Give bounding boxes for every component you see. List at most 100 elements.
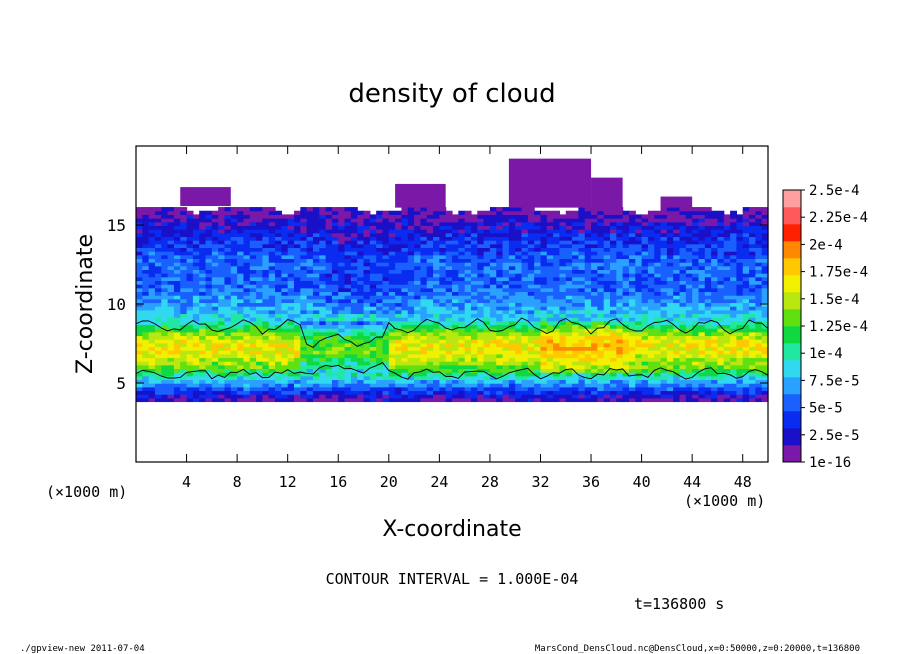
- field-cell: [464, 262, 472, 267]
- field-cell: [331, 357, 339, 362]
- field-cell: [439, 335, 447, 340]
- field-cell: [186, 247, 194, 252]
- field-cell: [742, 280, 750, 285]
- field-cell: [641, 368, 649, 373]
- field-cell: [521, 306, 529, 311]
- field-cell: [597, 357, 605, 362]
- field-cell: [692, 284, 700, 289]
- field-cell: [527, 313, 535, 318]
- field-cell: [527, 251, 535, 256]
- field-cell: [294, 339, 301, 344]
- field-cell: [641, 240, 649, 245]
- field-cell: [148, 342, 156, 348]
- field-cell: [521, 298, 529, 304]
- field-cell: [559, 361, 567, 366]
- field-cell: [426, 232, 434, 237]
- field-cell: [534, 243, 542, 248]
- field-cell: [224, 346, 232, 351]
- field-cell: [496, 232, 504, 237]
- field-cell: [452, 342, 459, 348]
- field-cell: [237, 342, 245, 348]
- field-cell: [666, 394, 674, 399]
- field-cell: [527, 280, 535, 285]
- field-cell: [445, 361, 453, 366]
- field-cell: [369, 353, 377, 359]
- field-cell: [692, 221, 700, 226]
- field-cell: [439, 313, 447, 318]
- field-cell: [249, 269, 257, 274]
- field-cell: [470, 265, 478, 271]
- field-cell: [186, 276, 194, 282]
- field-cell: [628, 229, 636, 234]
- field-cell: [186, 262, 194, 267]
- field-cell: [540, 280, 548, 285]
- field-cell: [357, 295, 365, 300]
- field-cell: [433, 379, 440, 384]
- field-cell: [224, 251, 232, 256]
- field-cell: [237, 313, 245, 318]
- field-cell: [685, 254, 693, 260]
- field-cell: [679, 383, 687, 388]
- field-cell: [603, 331, 611, 337]
- field-cell: [382, 324, 390, 329]
- field-cell: [540, 265, 548, 271]
- field-cell: [755, 342, 763, 348]
- field-cell: [325, 313, 333, 318]
- field-cell: [572, 295, 579, 300]
- field-cell: [489, 265, 497, 271]
- field-cell: [376, 320, 384, 326]
- field-cell: [300, 221, 308, 226]
- field-cell: [224, 243, 232, 248]
- field-cell: [496, 320, 504, 326]
- field-cell: [452, 361, 459, 366]
- field-cell: [344, 218, 352, 223]
- field-cell: [294, 284, 301, 289]
- field-cell: [338, 243, 346, 248]
- field-cell: [464, 243, 472, 248]
- field-cell: [578, 254, 586, 260]
- field-cell: [192, 390, 200, 395]
- field-cell: [382, 258, 390, 263]
- field-cell: [553, 225, 561, 230]
- field-cell: [628, 295, 636, 300]
- field-cell: [704, 313, 712, 318]
- field-cell: [458, 324, 466, 329]
- field-cell: [249, 265, 257, 271]
- field-cell: [312, 324, 320, 329]
- field-cell: [610, 284, 617, 289]
- field-cell: [186, 346, 194, 351]
- field-cell: [698, 284, 706, 289]
- field-cell: [338, 221, 346, 226]
- field-cell: [742, 317, 750, 322]
- field-cell: [673, 317, 681, 322]
- field-cell: [154, 232, 162, 237]
- field-cell: [464, 390, 472, 395]
- field-cell: [205, 390, 213, 395]
- field-cell: [363, 335, 371, 340]
- field-cell: [186, 390, 194, 395]
- field-cell: [205, 353, 213, 359]
- field-cell: [148, 269, 156, 274]
- field-cell: [666, 357, 674, 362]
- field-cell: [591, 368, 598, 373]
- field-cell: [546, 357, 554, 362]
- field-cell: [534, 298, 542, 304]
- field-cell: [591, 298, 598, 304]
- field-cell: [363, 229, 371, 234]
- field-cell: [742, 364, 750, 370]
- field-cell: [546, 295, 554, 300]
- field-cell: [148, 247, 156, 252]
- field-cell: [338, 302, 346, 307]
- field-cell: [136, 386, 143, 392]
- field-cell: [534, 218, 542, 223]
- field-cell: [452, 229, 459, 234]
- field-cell: [363, 328, 371, 333]
- field-cell: [527, 372, 535, 377]
- field-cell: [382, 353, 390, 359]
- field-cell: [192, 313, 200, 318]
- field-cell: [312, 302, 320, 307]
- field-cell: [426, 309, 434, 315]
- field-cell: [527, 218, 535, 223]
- field-cell: [319, 324, 327, 329]
- field-cell: [433, 324, 440, 329]
